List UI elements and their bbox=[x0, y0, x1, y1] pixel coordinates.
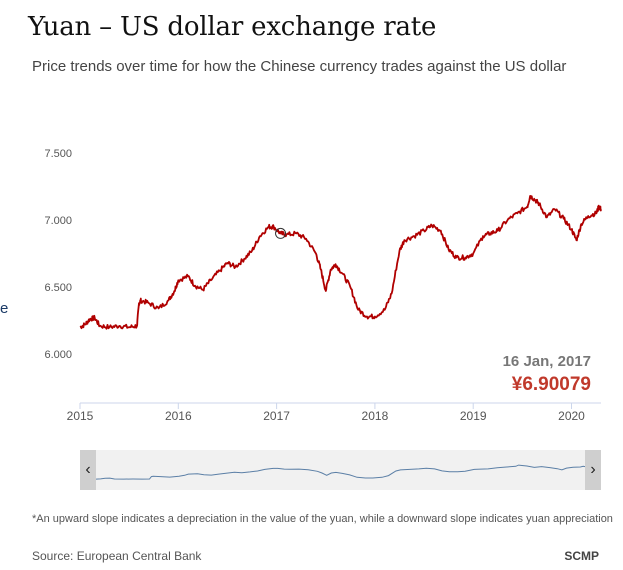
y-tick-label: 7.500 bbox=[44, 148, 72, 160]
x-tick-label: 2020 bbox=[558, 409, 585, 423]
y-tick-label: 6.500 bbox=[44, 282, 72, 294]
navigator-series[interactable] bbox=[96, 450, 585, 490]
chart-title: Yuan – US dollar exchange rate bbox=[28, 12, 437, 42]
x-tick-label: 2017 bbox=[263, 409, 290, 423]
chevron-left-icon[interactable]: ‹ bbox=[80, 450, 96, 490]
footnote: *An upward slope indicates a depreciatio… bbox=[32, 513, 613, 525]
x-tick-label: 2015 bbox=[67, 409, 94, 423]
x-tick-label: 2018 bbox=[362, 409, 389, 423]
brand-logo: SCMP bbox=[564, 549, 599, 563]
chevron-right-icon[interactable]: › bbox=[585, 450, 601, 490]
tooltip-date: 16 Jan, 2017 bbox=[503, 353, 591, 370]
y-tick-label: 7.000 bbox=[44, 215, 72, 227]
x-tick-label: 2019 bbox=[460, 409, 487, 423]
x-tick-label: 2016 bbox=[165, 409, 192, 423]
tooltip-value: ¥6.90079 bbox=[512, 374, 591, 395]
chart-subtitle: Price trends over time for how the Chine… bbox=[32, 58, 567, 75]
cropped-edge-text: e bbox=[0, 300, 9, 317]
rate-series-line[interactable] bbox=[79, 195, 602, 330]
x-axis-ticks: 2015 2016 2017 2018 2019 2020 bbox=[67, 403, 585, 423]
hover-marker bbox=[275, 227, 287, 239]
navigator-line bbox=[96, 464, 585, 480]
source-credit: Source: European Central Bank bbox=[32, 549, 202, 563]
y-axis-ticks: 6.000 6.500 7.000 7.500 bbox=[44, 148, 72, 361]
range-navigator[interactable]: ‹ › bbox=[80, 450, 601, 490]
y-tick-label: 6.000 bbox=[44, 349, 72, 361]
